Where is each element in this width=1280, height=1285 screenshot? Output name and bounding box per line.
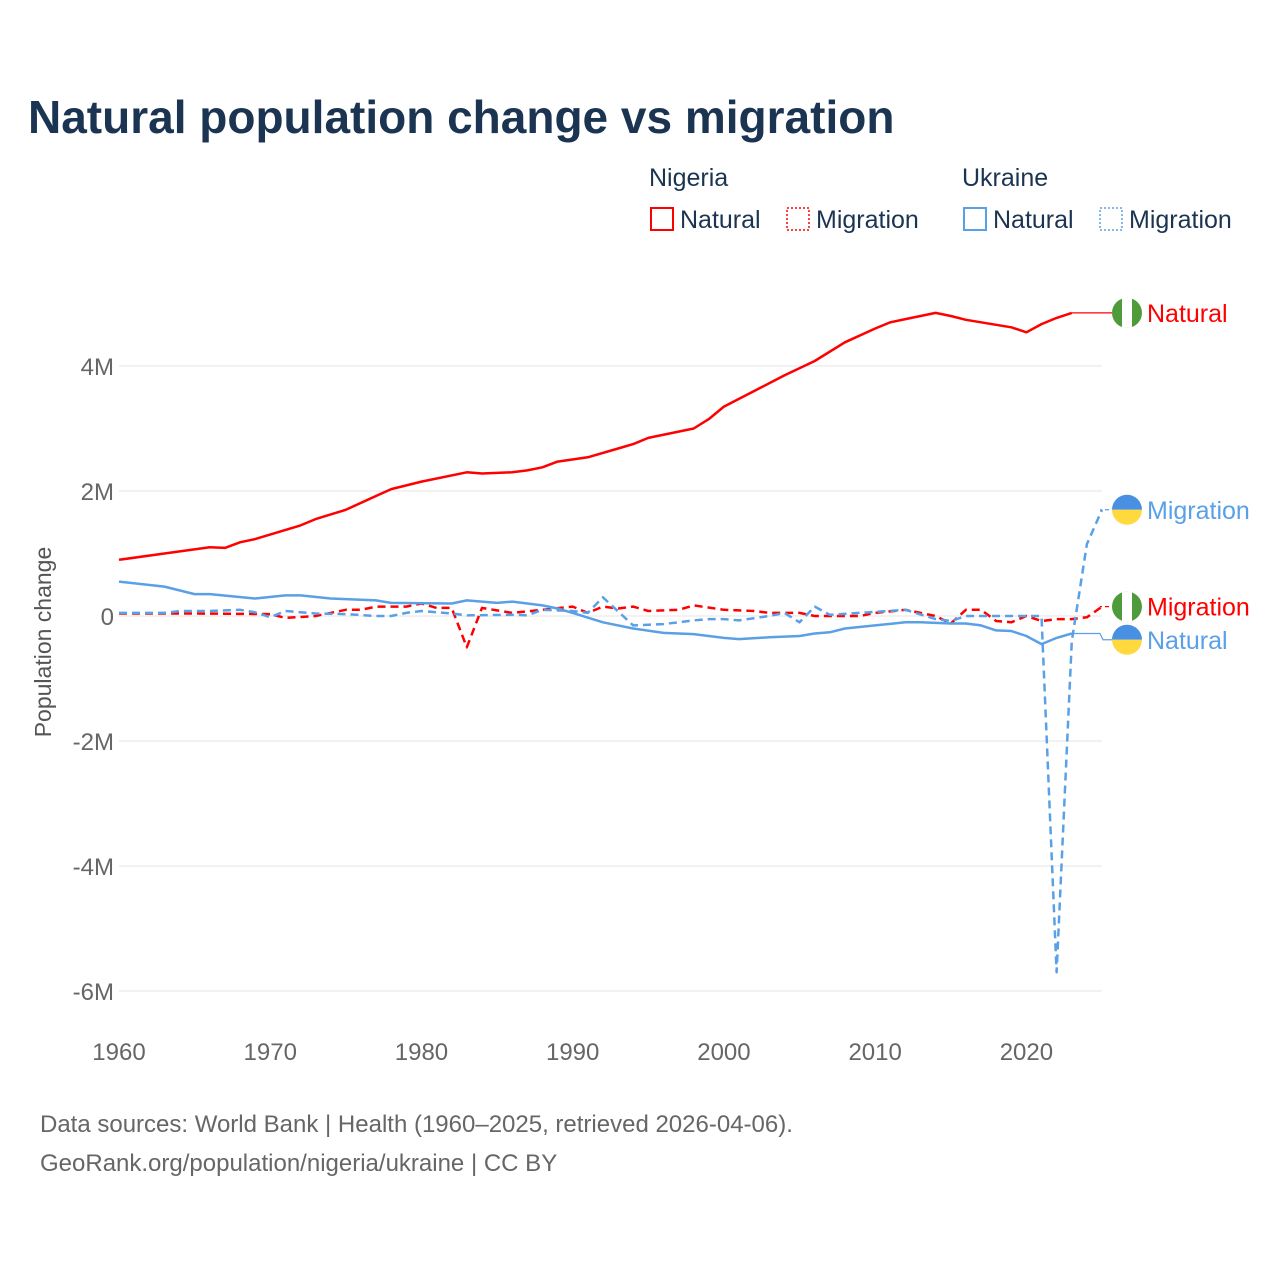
- x-tick-label: 2020: [1000, 1039, 1053, 1066]
- gridlines: [119, 365, 1102, 992]
- chart-title: Natural population change vs migration: [28, 91, 894, 143]
- y-tick-label: -2M: [73, 729, 114, 756]
- flag-top: [1112, 624, 1142, 640]
- flag-top: [1112, 494, 1142, 510]
- legend-group-nigeria: Nigeria: [649, 164, 728, 192]
- leader-line: [1071, 632, 1112, 641]
- flag-bottom: [1112, 509, 1142, 525]
- y-tick-labels: 4M 2M 0 -2M -4M -6M: [73, 354, 114, 1006]
- footer-credit[interactable]: GeoRank.org/population/nigeria/ukraine |…: [40, 1150, 557, 1177]
- series-line-nigeria-migration: [119, 602, 1103, 649]
- x-tick-label: 1970: [244, 1039, 297, 1066]
- series-line-ukraine-natural: [118, 580, 1073, 646]
- legend-label-ukraine-migration[interactable]: Migration: [1129, 206, 1232, 234]
- flag-stripe: [1122, 297, 1132, 328]
- legend-label-ukraine-natural[interactable]: Natural: [993, 206, 1074, 234]
- legend-swatch-ukraine-migration: [1099, 207, 1123, 231]
- series-lines: [118, 311, 1104, 974]
- flag-bottom: [1112, 639, 1142, 655]
- y-tick-label: -4M: [73, 854, 114, 881]
- flag-stripe: [1122, 591, 1132, 622]
- y-tick-label: -6M: [73, 979, 114, 1006]
- y-tick-label: 0: [101, 604, 114, 631]
- flag-icon-ukraine: [1112, 624, 1142, 655]
- end-label-ukraine-migration: Migration: [1147, 497, 1250, 525]
- flag-icon-nigeria: [1112, 297, 1142, 328]
- flag-icon-ukraine: [1112, 494, 1142, 525]
- end-label-nigeria-natural: Natural: [1147, 300, 1228, 328]
- end-label-nigeria-migration: Migration: [1147, 594, 1250, 622]
- series-line-nigeria-natural: [118, 311, 1073, 562]
- x-tick-labels: 1960 1970 1980 1990 2000 2010 2020: [92, 1039, 1053, 1066]
- end-label-ukraine-natural: Natural: [1147, 627, 1228, 655]
- x-tick-label: 1980: [395, 1039, 448, 1066]
- x-tick-label: 1990: [546, 1039, 599, 1066]
- legend-swatch-nigeria-migration: [786, 207, 810, 231]
- x-tick-label: 2010: [848, 1039, 901, 1066]
- legend-label-nigeria-migration[interactable]: Migration: [816, 206, 919, 234]
- legend: Nigeria Natural Migration Ukraine Natura…: [649, 164, 1232, 234]
- series-line-ukraine-migration: [119, 509, 1104, 974]
- legend-label-nigeria-natural[interactable]: Natural: [680, 206, 761, 234]
- legend-swatch-ukraine-natural: [963, 207, 987, 231]
- end-labels: Natural Migration Natural Migration: [1071, 297, 1250, 655]
- y-axis-label: Population change: [30, 547, 56, 738]
- flag-icon-nigeria: [1112, 591, 1142, 622]
- legend-swatch-nigeria-natural: [650, 207, 674, 231]
- x-tick-label: 1960: [92, 1039, 145, 1066]
- x-tick-label: 2000: [697, 1039, 750, 1066]
- y-tick-label: 4M: [81, 354, 114, 381]
- y-tick-label: 2M: [81, 479, 114, 506]
- footer-source: Data sources: World Bank | Health (1960–…: [40, 1111, 793, 1138]
- legend-group-ukraine: Ukraine: [962, 164, 1048, 192]
